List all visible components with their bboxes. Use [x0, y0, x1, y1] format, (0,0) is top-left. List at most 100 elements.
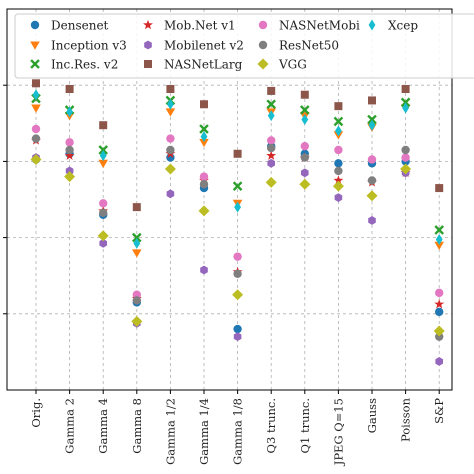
legend-marker-nasnetmobi: [258, 20, 268, 30]
plot-frame: [6, 8, 453, 391]
point-resnet50-gamma-1-2: [166, 145, 175, 155]
legend-marker-resnet50: [258, 40, 268, 50]
point-mobilenet-v2-gamma-1-8: [233, 332, 242, 342]
point-vgg-gamma-2: [64, 171, 76, 183]
point-resnet50-q3-trunc: [267, 143, 276, 153]
point-resnet50-gamma-1-4: [199, 180, 209, 189]
point-nasnetlarg-gamma-4: [99, 121, 108, 130]
point-inc-res-v2-gamma-8: [132, 232, 142, 243]
point-resnet50-gamma-4: [99, 208, 108, 218]
point-mob-net-v1-gamma-2: [64, 150, 75, 160]
point-inc-res-v2-jpeg-q-15: [333, 116, 344, 127]
point-mobilenet-v2-gamma-1-4: [200, 265, 208, 275]
point-resnet50-q1-trunc: [300, 153, 309, 162]
point-mobilenet-v2-q1-trunc: [300, 168, 309, 178]
point-inception-v3-gamma-4: [98, 159, 108, 169]
point-nasnetlarg-q3-trunc: [267, 86, 276, 95]
x-tick-label-gamma-1-8: Gamma 1/8: [231, 398, 245, 465]
point-nasnetmobi-jpeg-q-15: [334, 145, 343, 155]
point-inc-res-v2-q3-trunc: [266, 99, 276, 110]
series-nasnetmobi: [31, 124, 444, 299]
legend-marker-nasnetlarg: [144, 60, 152, 68]
legend-item-mob-net-v1: Mob.Net v1: [143, 19, 236, 33]
point-vgg-gamma-8: [131, 315, 143, 327]
legend-marker-vgg: [257, 58, 269, 70]
point-xcep-poisson: [402, 102, 409, 114]
point-xcep-q1-trunc: [301, 113, 309, 125]
data-points: [30, 79, 445, 366]
point-nasnetmobi-orig: [31, 124, 41, 134]
point-nasnetmobi-q3-trunc: [267, 136, 276, 145]
point-mob-net-v1-s-p: [434, 299, 445, 309]
x-tick-label-gamma-1-2: Gamma 1/2: [163, 398, 177, 465]
point-resnet50-gauss: [367, 176, 377, 185]
point-xcep-jpeg-q-15: [335, 125, 342, 137]
legend-label-inc-res-v2: Inc.Res. v2: [51, 58, 118, 72]
legend-label-vgg: VGG: [278, 58, 307, 72]
point-inception-v3-s-p: [434, 241, 444, 251]
point-vgg-orig: [30, 153, 42, 165]
point-nasnetlarg-gamma-8: [132, 203, 141, 212]
legend-item-nasnetlarg: NASNetLarg: [144, 58, 243, 72]
legend-marker-xcep: [368, 19, 376, 31]
series-nasnetlarg: [32, 79, 444, 212]
x-tick-label-orig: Orig.: [29, 398, 43, 428]
point-nasnetmobi-q1-trunc: [300, 141, 309, 151]
point-xcep-q3-trunc: [267, 110, 275, 122]
point-nasnetmobi-gamma-1-4: [199, 172, 209, 181]
point-vgg-q3-trunc: [265, 176, 277, 188]
point-mobilenet-v2-gamma-4: [99, 238, 108, 248]
point-resnet50-jpeg-q-15: [334, 166, 343, 176]
point-nasnetlarg-s-p: [435, 184, 444, 193]
legend-marker-inc-res-v2: [30, 59, 40, 69]
legend-box: [14, 13, 474, 79]
point-nasnetmobi-gauss: [367, 155, 377, 164]
point-xcep-gamma-8: [133, 237, 141, 249]
x-tick-label-gamma-4: Gamma 4: [96, 398, 110, 454]
point-xcep-gamma-1-8: [234, 201, 241, 213]
point-inc-res-v2-poisson: [400, 97, 411, 108]
point-xcep-orig: [32, 89, 40, 101]
legend-item-inc-res-v2: Inc.Res. v2: [30, 58, 118, 72]
point-nasnetlarg-gamma-1-4: [200, 100, 208, 109]
point-inc-res-v2-gauss: [367, 114, 377, 125]
gridlines: [7, 9, 452, 390]
point-resnet50-gamma-8: [132, 296, 141, 305]
point-nasnetlarg-poisson: [401, 85, 410, 94]
point-nasnetmobi-gamma-1-2: [166, 134, 175, 143]
point-vgg-s-p: [433, 325, 445, 337]
point-nasnetmobi-s-p: [435, 288, 444, 298]
point-mobilenet-v2-jpeg-q-15: [334, 193, 343, 202]
point-resnet50-poisson: [401, 145, 410, 155]
point-inc-res-v2-gamma-4: [98, 145, 108, 155]
point-mobilenet-v2-s-p: [435, 357, 444, 366]
point-xcep-gamma-1-4: [200, 131, 208, 143]
series-xcep: [32, 89, 443, 249]
legend-item-inception-v3: Inception v3: [30, 39, 127, 53]
point-inc-res-v2-s-p: [434, 225, 444, 235]
legend-label-nasnetlarg: NASNetLarg: [164, 58, 243, 72]
point-densenet-s-p: [435, 307, 444, 317]
point-xcep-gamma-4: [99, 150, 107, 162]
point-vgg-q1-trunc: [299, 178, 311, 190]
point-vgg-gauss: [366, 190, 378, 202]
point-resnet50-orig: [31, 134, 41, 143]
legend-marker-mob-net-v1: [143, 19, 153, 30]
x-tick-label-poisson: Poisson: [399, 397, 413, 442]
x-tick-label-q3-trunc: Q3 trunc.: [264, 398, 278, 453]
x-tick-label-jpeg-q-15: JPEG Q=15: [331, 398, 345, 466]
point-nasnetlarg-gamma-1-8: [233, 149, 242, 158]
point-nasnetmobi-poisson: [401, 153, 410, 162]
point-densenet-gamma-1-8: [233, 324, 242, 334]
legend-label-resnet50: ResNet50: [279, 39, 339, 53]
x-tick-label-gamma-1-4: Gamma 1/4: [197, 398, 211, 465]
legend-item-resnet50: ResNet50: [258, 39, 339, 53]
series-resnet50: [31, 134, 444, 341]
legend-item-vgg: VGG: [257, 58, 307, 72]
legend: Densenet Inception v3 Inc.Res. v2 Mob.Net v…: [14, 13, 474, 79]
axes: Orig. Gamma 2 Gamma 4 Gamma 8 Gamma 1/2 Gamma…: [3, 8, 453, 466]
point-nasnetmobi-gamma-4: [99, 199, 108, 208]
point-vgg-poisson: [400, 163, 412, 175]
